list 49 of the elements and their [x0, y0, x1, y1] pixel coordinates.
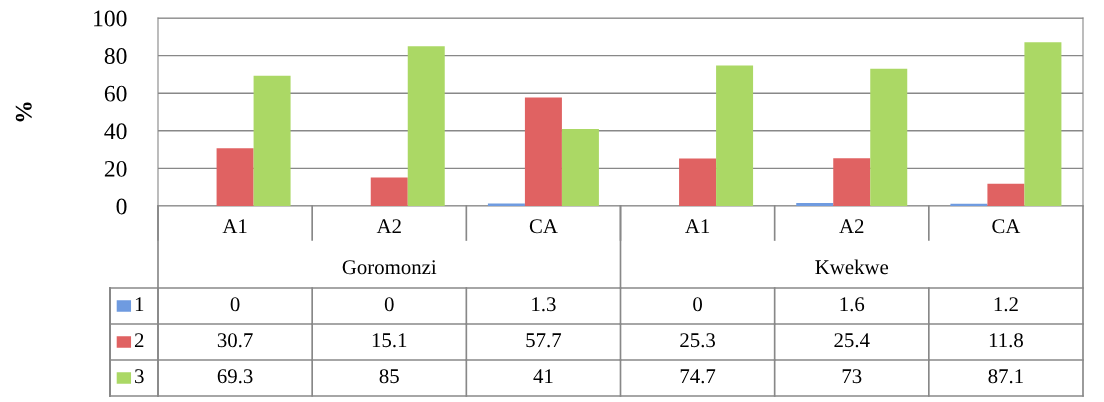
- bar: [870, 68, 908, 206]
- y-tick-label: 60: [104, 85, 127, 102]
- data-label: 69.3: [217, 369, 253, 384]
- data-label: 73: [842, 369, 862, 384]
- data-label: 57.7: [526, 333, 562, 348]
- bar: [216, 148, 254, 206]
- x-tick-label: A2: [839, 219, 864, 234]
- x-tick-label: CA: [992, 219, 1021, 234]
- bar: [370, 177, 408, 206]
- text: Kwekwe: [815, 259, 889, 275]
- bar: [561, 128, 599, 206]
- x-tick-label: A1: [222, 219, 247, 234]
- bar: [796, 202, 834, 206]
- bar: [407, 46, 445, 206]
- data-label: 11.8: [989, 333, 1023, 348]
- x-tick-label: A1: [685, 219, 710, 234]
- y-axis-title: %: [15, 102, 32, 122]
- data-label: 0: [693, 297, 702, 312]
- bar: [253, 75, 291, 206]
- data-label: 25.3: [680, 333, 715, 348]
- y-tick-label: 40: [104, 123, 127, 140]
- y-tick-label: 80: [104, 48, 127, 65]
- bar: [833, 158, 871, 206]
- data-label: 15.1: [372, 333, 407, 348]
- data-label: 30.7: [217, 333, 253, 348]
- data-label: 87.1: [988, 369, 1023, 384]
- x-tick-label: A2: [376, 219, 401, 234]
- data-label: 41: [533, 369, 553, 384]
- legend-label: 1: [135, 297, 144, 312]
- data-label: 0: [384, 297, 394, 312]
- data-label: 1.6: [840, 297, 865, 312]
- bar: [987, 183, 1025, 206]
- data-label: 74.7: [680, 369, 716, 384]
- data-label: 1.3: [532, 297, 556, 312]
- y-tick-label: 20: [104, 160, 127, 177]
- data-label: 0: [230, 297, 240, 312]
- y-tick-label: 100: [94, 10, 127, 27]
- bar: [716, 65, 754, 206]
- bar: [524, 97, 562, 206]
- text: Goromonzi: [342, 260, 437, 275]
- data-label: 1.2: [994, 297, 1018, 312]
- y-tick-label: 0: [116, 198, 127, 215]
- x-tick-label: CA: [529, 219, 558, 234]
- data-label: 85: [379, 369, 399, 384]
- bar: [679, 158, 717, 206]
- legend-label: 3: [135, 369, 144, 384]
- bar: [1024, 42, 1062, 206]
- legend-label: 2: [134, 333, 144, 348]
- data-label: 25.4: [834, 333, 870, 348]
